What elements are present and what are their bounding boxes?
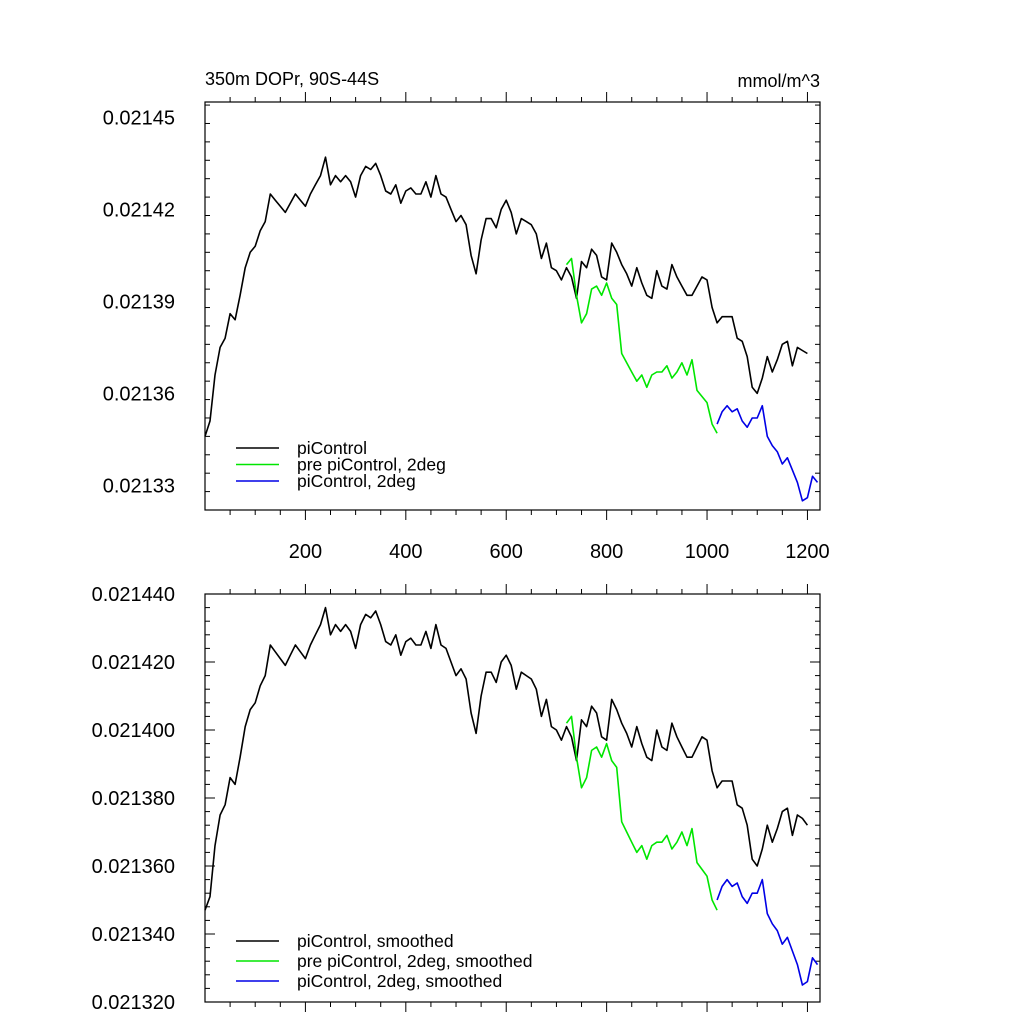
legend-label: piControl bbox=[297, 438, 367, 458]
x-tick-label: 1000 bbox=[685, 541, 730, 563]
axis-ticks: 0.021320 0.021340 0.021360 0.021380 0.021400… bbox=[92, 584, 820, 1014]
y-tick-label: 0.02133 bbox=[103, 475, 175, 497]
y-tick-label: 0.021320 bbox=[92, 992, 175, 1014]
series-group bbox=[204, 156, 819, 502]
series-line-1 bbox=[565, 257, 718, 434]
legend-label: pre piControl, 2deg bbox=[297, 455, 446, 475]
series-line-0 bbox=[204, 156, 808, 437]
legend-label: piControl, 2deg bbox=[297, 471, 416, 491]
series-line-2 bbox=[716, 404, 819, 502]
y-tick-label: 0.021440 bbox=[92, 584, 175, 606]
y-tick-label: 0.021400 bbox=[92, 720, 175, 742]
legend-label: piControl, smoothed bbox=[297, 931, 454, 951]
units-label: mmol/m^3 bbox=[738, 71, 820, 91]
series-line-0 bbox=[204, 606, 809, 911]
x-tick-label: 200 bbox=[289, 541, 322, 563]
y-tick-label: 0.02139 bbox=[103, 291, 175, 313]
axis-ticks: 200 400 600 800 1000 1200 0.02133 0.02136 0.0213… bbox=[103, 92, 830, 563]
legend-label: piControl, 2deg, smoothed bbox=[297, 971, 502, 991]
x-tick-label: 1200 bbox=[785, 541, 830, 563]
x-tick-label: 400 bbox=[389, 541, 422, 563]
y-tick-label: 0.021380 bbox=[92, 788, 175, 810]
series-line-1 bbox=[565, 715, 718, 911]
bottom-panel: 0.021320 0.021340 0.021360 0.021380 0.021400… bbox=[92, 584, 821, 1014]
y-tick-label: 0.02145 bbox=[103, 107, 175, 129]
x-tick-label: 600 bbox=[490, 541, 523, 563]
y-tick-label: 0.02136 bbox=[103, 383, 175, 405]
x-tick-label: 800 bbox=[590, 541, 623, 563]
plot-frame bbox=[204, 101, 821, 511]
y-tick-label: 0.021360 bbox=[92, 856, 175, 878]
y-tick-label: 0.021340 bbox=[92, 924, 175, 946]
series-line-2 bbox=[716, 878, 819, 986]
y-tick-label: 0.021420 bbox=[92, 652, 175, 674]
chart-title: 350m DOPr, 90S-44S bbox=[205, 69, 379, 89]
y-tick-label: 0.02142 bbox=[103, 199, 175, 221]
top-panel: 350m DOPr, 90S-44S mmol/m^3 200 400 600 800… bbox=[103, 69, 830, 563]
series-group bbox=[204, 606, 819, 986]
legend-label: pre piControl, 2deg, smoothed bbox=[297, 951, 532, 971]
